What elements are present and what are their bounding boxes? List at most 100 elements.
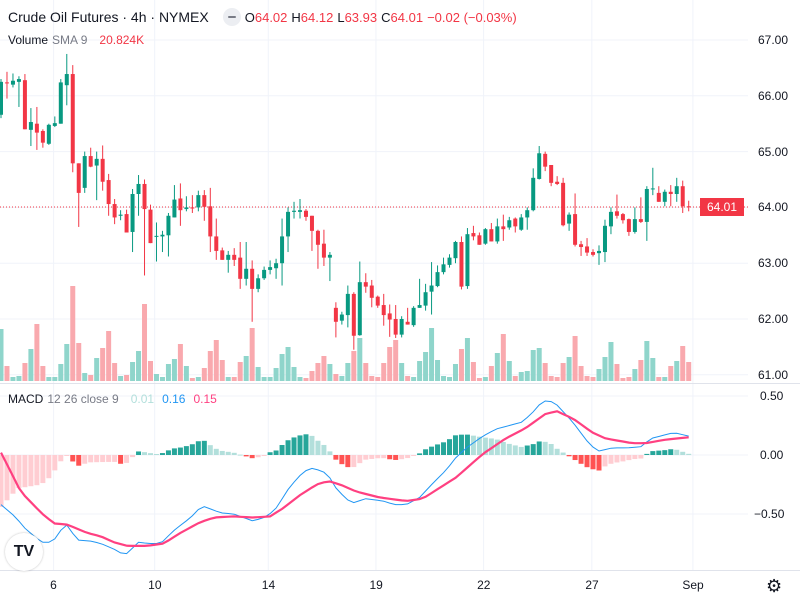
histogram-bar — [142, 452, 148, 455]
minus-icon[interactable] — [222, 8, 241, 26]
volume-bar — [435, 360, 441, 381]
candle — [471, 225, 476, 241]
candle-body — [405, 321, 410, 325]
candle — [64, 53, 69, 106]
candle — [339, 311, 344, 325]
candle — [507, 216, 512, 230]
candle — [52, 116, 57, 128]
candle-body — [579, 244, 584, 248]
histogram-bar — [572, 455, 578, 461]
candle-body — [543, 153, 548, 167]
candle-body — [501, 226, 506, 230]
candle — [453, 240, 458, 264]
candle-body — [196, 195, 201, 208]
candle-body — [303, 210, 308, 217]
candle — [591, 249, 596, 257]
volume-bar — [70, 286, 76, 381]
histogram-bar — [106, 455, 112, 462]
volume-bar — [303, 378, 309, 381]
candle-body — [537, 153, 542, 179]
candle — [351, 292, 356, 350]
candle — [483, 228, 488, 245]
candle-body — [4, 82, 9, 84]
candle — [363, 273, 368, 293]
volume-bar — [76, 343, 82, 381]
candle — [88, 147, 93, 168]
histogram-bar — [614, 455, 620, 463]
time-axis-label: 19 — [369, 578, 383, 592]
candle-body — [674, 186, 679, 195]
symbol-title[interactable]: Crude Oil Futures · 4h · NYMEX — [8, 9, 209, 25]
candle-body — [214, 236, 219, 251]
candle-body — [100, 158, 105, 182]
histogram-bar — [375, 455, 381, 459]
candle — [250, 260, 255, 322]
histogram-bar — [327, 451, 333, 455]
histogram-bar — [40, 455, 46, 484]
candle-body — [22, 80, 27, 130]
candle — [626, 218, 631, 236]
candle — [357, 261, 362, 336]
candle-body — [441, 264, 446, 273]
candle — [369, 279, 374, 308]
volume-name[interactable]: Volume — [8, 33, 49, 47]
candle-body — [614, 211, 619, 216]
histogram-bar — [94, 455, 100, 463]
volume-bar — [429, 328, 435, 381]
candle — [549, 164, 554, 187]
histogram-bar — [0, 455, 4, 507]
histogram-bar — [52, 455, 58, 471]
price-axis-label: 61.00 — [758, 367, 789, 382]
histogram-bar — [165, 450, 171, 455]
tradingview-logo[interactable]: TV — [5, 533, 43, 571]
candle — [465, 228, 470, 289]
histogram-bar — [88, 455, 94, 463]
candle-body — [190, 207, 195, 209]
histogram-bar — [279, 445, 285, 455]
candle — [70, 65, 75, 173]
volume-bar — [16, 376, 22, 381]
candle-body — [130, 194, 135, 232]
histogram-bar — [237, 454, 243, 456]
candle — [537, 146, 542, 180]
histogram-bar — [387, 455, 393, 460]
volume-bar — [22, 363, 28, 381]
histogram-bar — [183, 446, 189, 455]
candle — [232, 248, 237, 266]
candle — [662, 189, 667, 207]
candle — [513, 217, 518, 233]
volume-bar — [339, 376, 345, 381]
candle-body — [369, 285, 374, 298]
volume-bar — [112, 363, 118, 381]
macd-hist-value: 0.01 — [130, 392, 155, 406]
histogram-bar — [536, 441, 542, 455]
volume-bar — [590, 377, 596, 381]
volume-bar — [476, 378, 482, 381]
gear-icon[interactable]: ⚙ — [766, 576, 783, 596]
candle — [184, 196, 189, 212]
candle-body — [620, 214, 625, 221]
candle-body — [465, 234, 470, 287]
candle — [417, 278, 422, 308]
macd-name[interactable]: MACD — [8, 392, 44, 406]
volume-bar — [279, 354, 285, 381]
candle — [256, 274, 261, 293]
histogram-bar — [243, 455, 249, 457]
candle-body — [363, 282, 368, 287]
volume-bar — [536, 348, 542, 381]
histogram-bar — [22, 455, 28, 488]
volume-bar — [213, 340, 219, 381]
candle — [118, 210, 123, 221]
candle-body — [459, 241, 464, 287]
candle — [130, 188, 135, 253]
candle-body — [250, 268, 255, 289]
candle-body — [381, 305, 386, 316]
candle-body — [309, 215, 314, 231]
volume-bar — [40, 366, 46, 381]
candle — [315, 229, 320, 269]
candle-body — [52, 123, 57, 126]
volume-bar — [518, 372, 524, 381]
volume-bar — [602, 357, 608, 381]
